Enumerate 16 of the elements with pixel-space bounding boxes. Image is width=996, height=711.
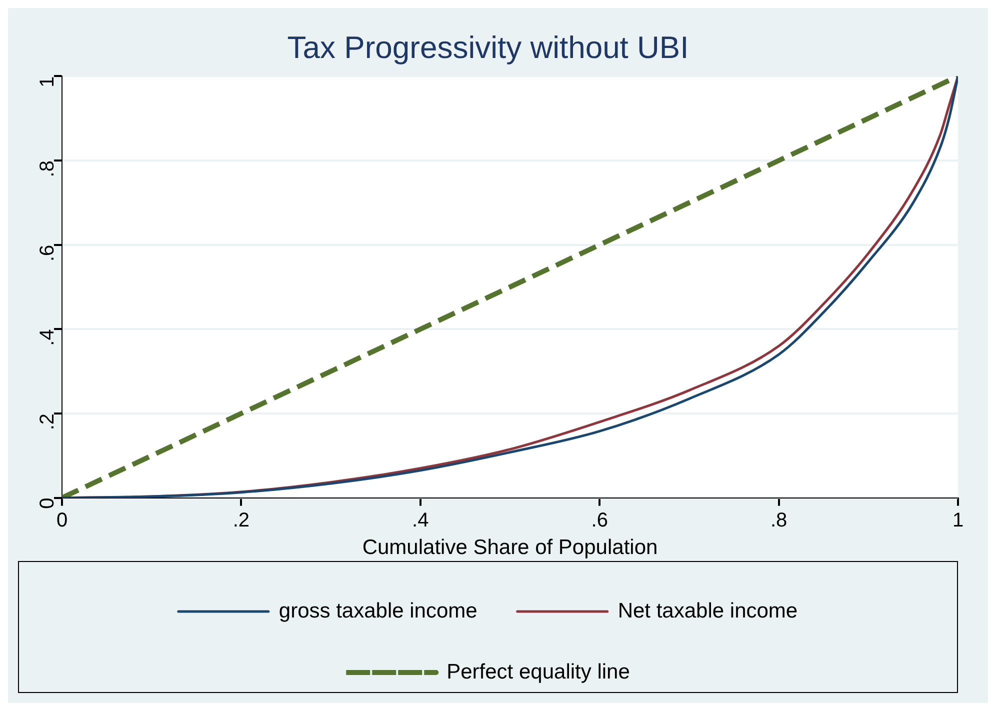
x-tick-label: .2 [232,509,250,532]
y-tick-label: .4 [36,329,59,346]
y-tick-label: .8 [36,160,59,178]
chart-title: Tax Progressivity without UBI [287,30,689,66]
y-tick-label: .2 [36,413,59,430]
x-tick-label: 1 [952,509,964,532]
y-tick-label: .6 [36,244,59,262]
x-axis-title: Cumulative Share of Population [362,536,658,560]
x-tick-label: .8 [770,509,788,532]
y-tick-label: 1 [36,76,59,88]
y-tick-label: 0 [36,498,59,509]
x-tick-label: .6 [591,509,608,532]
legend-label: gross taxable income [278,599,478,622]
legend-label: Net taxable income [618,599,798,622]
x-tick-label: .4 [412,509,429,532]
legend-label: Perfect equality line [446,660,630,684]
